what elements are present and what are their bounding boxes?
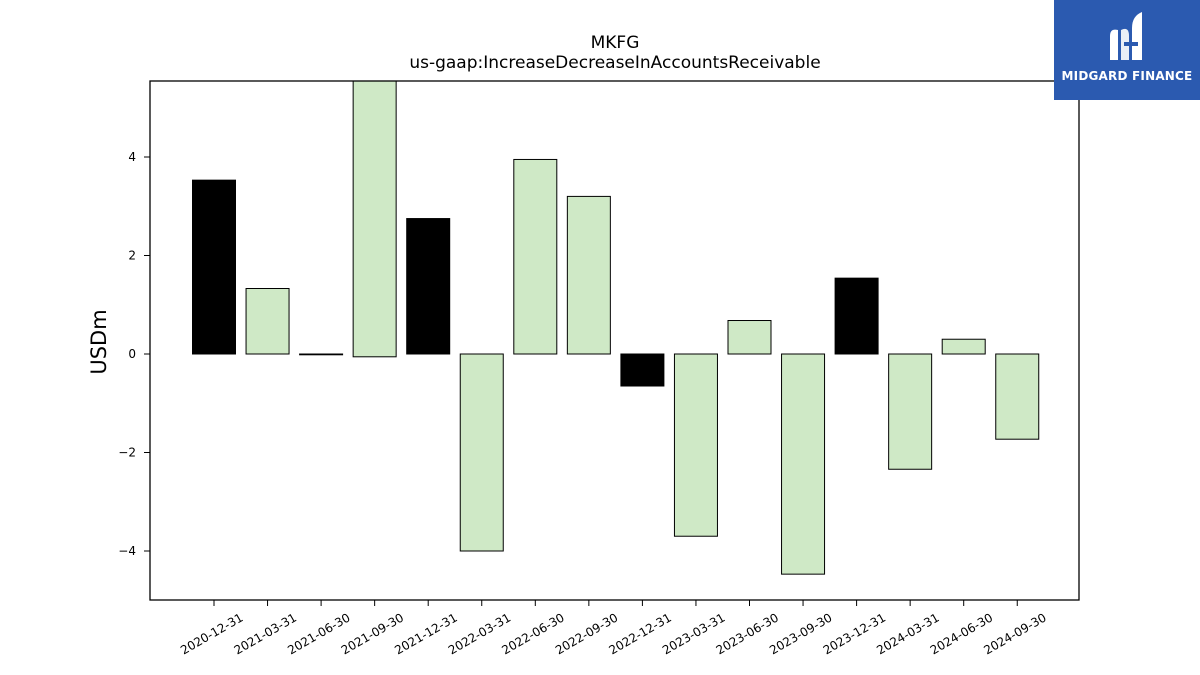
y-axis: −4 −2 0 2 4 [118, 150, 150, 558]
bar [727, 320, 772, 355]
bar [566, 195, 611, 355]
bars-layer [192, 80, 1040, 575]
y-tick-label: −4 [118, 544, 136, 558]
bar [459, 353, 504, 552]
x-axis: 2020-12-312021-03-312021-06-302021-09-30… [178, 600, 1049, 657]
bar [673, 353, 718, 537]
midgard-finance-logo: MIDGARD FINANCE [1054, 0, 1200, 100]
chart-subtitle: us-gaap:IncreaseDecreaseInAccountsReceiv… [409, 53, 820, 73]
bar [299, 353, 344, 356]
bar [834, 277, 879, 355]
bar [941, 338, 986, 355]
y-tick-label: 4 [128, 150, 136, 164]
bar [352, 80, 397, 358]
logo-text: MIDGARD FINANCE [1061, 69, 1193, 83]
bar [513, 158, 558, 355]
y-tick-label: 2 [128, 249, 136, 263]
chart-title: MKFG [591, 33, 640, 53]
bar [245, 288, 290, 355]
bar [995, 353, 1040, 440]
plot-frame [149, 80, 1080, 601]
bar [888, 353, 933, 470]
y-axis-label: USDm [87, 309, 111, 374]
bar [192, 179, 236, 355]
logo-mark-icon [1110, 12, 1142, 60]
bar [620, 353, 665, 387]
y-tick-label: −2 [118, 446, 136, 460]
y-tick-label: 0 [128, 347, 136, 361]
bar [781, 353, 826, 575]
bar [406, 218, 451, 355]
